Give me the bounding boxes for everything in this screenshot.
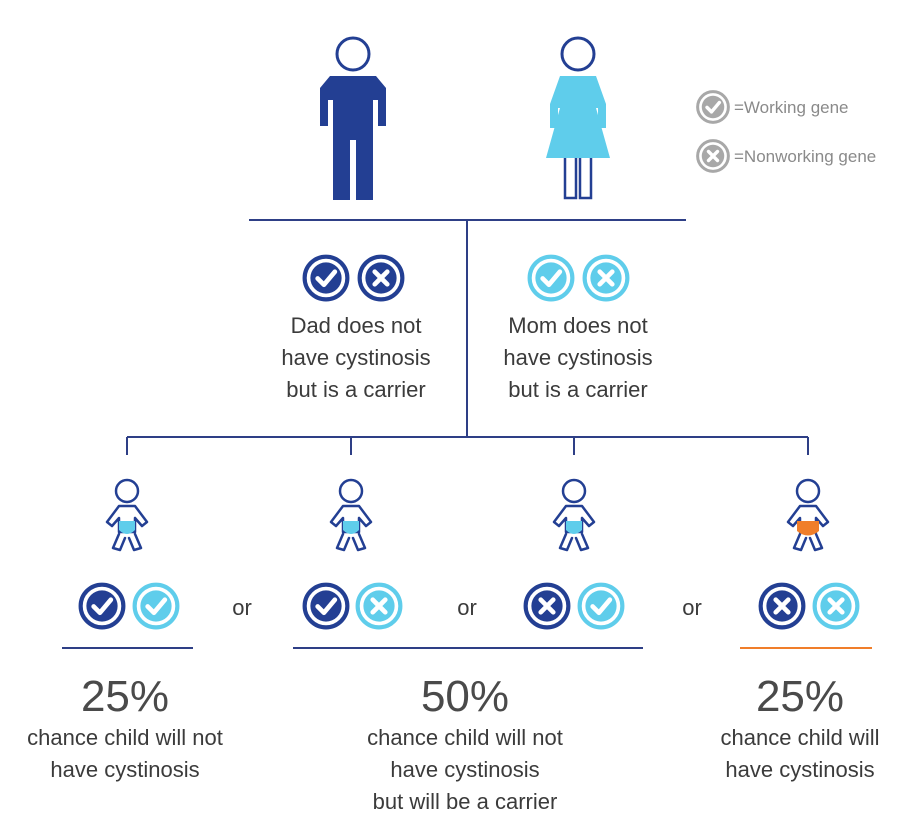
dad-description: Dad does not have cystinosis but is a ca… (246, 310, 466, 406)
child-1-check-icon-light (135, 585, 178, 628)
mom-description: Mom does not have cystinosis but is a ca… (468, 310, 688, 406)
baby-1-figure (105, 478, 149, 552)
legend-working-label: =Working gene (734, 98, 849, 117)
child-2-check-icon (305, 585, 348, 628)
mom-figure (546, 36, 610, 200)
outcome-1-desc-line-2: have cystinosis (50, 757, 200, 782)
mom-x-icon (585, 257, 628, 300)
child-2-x-icon-light (358, 585, 401, 628)
legend-nonworking-label: =Nonworking gene (734, 147, 877, 166)
outcome-2-percent: 50% (420, 672, 510, 721)
mom-desc-line-3: but is a carrier (508, 377, 648, 402)
outcome-2-desc-line-3: but will be a carrier (372, 789, 558, 814)
outcome-3-percent: 25% (755, 672, 845, 721)
dad-x-icon (360, 257, 403, 300)
child-4-x-icon-light (815, 585, 858, 628)
child-1-check-icon (81, 585, 124, 628)
child-3-check-icon-light (580, 585, 623, 628)
outcome-1-desc-line-1: chance child will not (27, 725, 223, 750)
legend-check-icon (695, 89, 731, 125)
child-3-x-icon (526, 585, 569, 628)
dad-desc-line-1: Dad does not (290, 313, 422, 338)
or-label-2: or (457, 595, 477, 620)
legend-x-icon (695, 138, 731, 174)
outcome-3-desc-line-1: chance child will (720, 725, 880, 750)
tree-lines (126, 219, 809, 455)
or-label-1: or (232, 595, 252, 620)
outcome-3: 25% chance child will have cystinosis (700, 672, 900, 786)
dad-check-icon (305, 257, 348, 300)
outcome-3-desc-line-2: have cystinosis (725, 757, 875, 782)
mom-desc-line-2: have cystinosis (503, 345, 653, 370)
baby-4-figure (786, 478, 830, 552)
or-label-3: or (682, 595, 702, 620)
child-4-x-icon (761, 585, 804, 628)
outcome-2-desc-line-2: have cystinosis (390, 757, 540, 782)
outcome-1: 25% chance child will not have cystinosi… (0, 672, 250, 786)
mom-desc-line-1: Mom does not (508, 313, 648, 338)
outcome-2-desc-line-1: chance child will not (367, 725, 563, 750)
baby-2-figure (329, 478, 373, 552)
dad-desc-line-2: have cystinosis (281, 345, 431, 370)
baby-3-figure (552, 478, 596, 552)
outcome-2: 50% chance child will not have cystinosi… (340, 672, 590, 818)
mom-check-icon (530, 257, 573, 300)
outcome-1-percent: 25% (80, 672, 170, 721)
dad-figure (320, 36, 386, 200)
dad-desc-line-3: but is a carrier (286, 377, 426, 402)
